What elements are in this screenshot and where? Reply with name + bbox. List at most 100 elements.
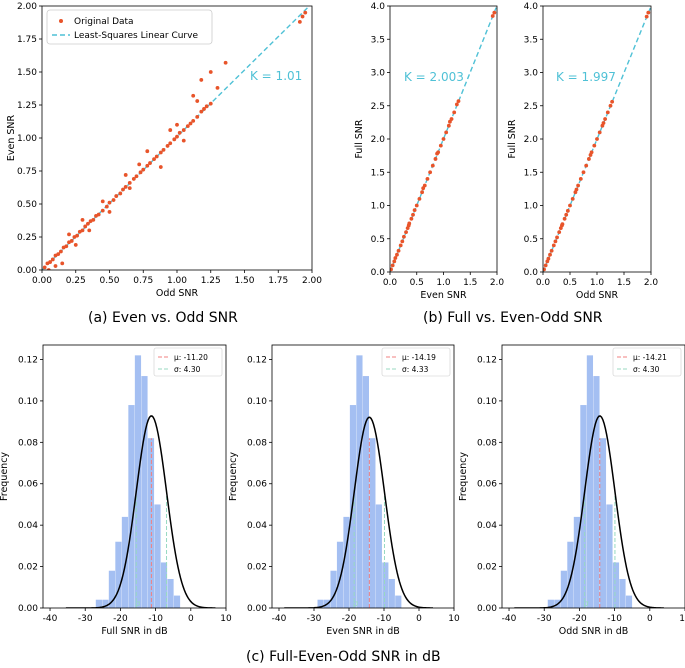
histogram-bar <box>547 599 554 608</box>
data-point <box>588 153 593 157</box>
histogram-bar <box>375 504 382 608</box>
data-point <box>560 223 564 228</box>
data-point <box>428 170 433 175</box>
data-point <box>48 260 52 264</box>
data-point <box>553 239 558 244</box>
x-axis-label: Odd SNR <box>156 288 199 299</box>
legend-marker-points <box>59 19 63 23</box>
y-tick-label: 1.00 <box>17 134 37 144</box>
data-point <box>80 228 85 233</box>
legend-label: μ: -11.20 <box>174 353 208 362</box>
x-tick-label: 2.0 <box>490 278 505 288</box>
data-point <box>595 137 599 141</box>
y-axis-label: Frequency <box>228 452 239 501</box>
data-point <box>446 123 451 128</box>
slope-annotation: K = 2.003 <box>404 70 464 84</box>
plot-area <box>284 355 434 608</box>
y-tick-label: 0.0 <box>371 268 386 278</box>
data-point <box>114 194 119 198</box>
data-point <box>592 143 597 148</box>
histogram-bar <box>625 595 633 608</box>
histogram-bar <box>606 504 613 608</box>
data-point <box>564 212 569 217</box>
data-point <box>601 121 606 125</box>
data-point <box>199 78 204 82</box>
legend-label: Least-Squares Linear Curve <box>74 31 198 41</box>
y-tick-label: 0.0 <box>524 268 539 278</box>
chart-c2: σ -40 -30 -20 -10 0 10 0.00 0.02 0.04 0.06 0.08 0.10… <box>228 344 460 637</box>
data-point <box>576 183 580 188</box>
x-tick-label: 1.0 <box>590 278 605 288</box>
y-tick-label: 0.04 <box>18 521 38 531</box>
legend-box <box>46 9 213 45</box>
x-tick-label: 0.50 <box>99 276 119 286</box>
x-tick-label: 10 <box>448 614 460 624</box>
histogram-bar <box>599 438 607 608</box>
data-point <box>644 14 649 19</box>
data-point <box>204 104 209 109</box>
data-point <box>56 252 61 257</box>
y-tick-label: 0.00 <box>247 604 267 614</box>
data-point <box>452 110 457 115</box>
data-point <box>570 196 575 201</box>
data-point <box>215 85 220 90</box>
x-tick-label: 1.5 <box>463 278 477 288</box>
data-point <box>199 109 204 114</box>
data-point <box>208 70 213 74</box>
histogram-bar <box>612 562 620 608</box>
data-point <box>148 161 152 165</box>
y-tick-label: 1.5 <box>371 168 385 178</box>
data-point <box>409 216 414 221</box>
chart-b2: 0.0 0.5 1.0 1.5 2.0 0.0 0.5 1.0 1.5 2.0 2.5 3.0 3.5 4… <box>507 2 658 301</box>
legend-label: σ: 4.30 <box>174 365 201 374</box>
y-tick-label: 0.12 <box>247 355 267 365</box>
y-tick-label: 3.5 <box>524 35 538 45</box>
plot-area <box>543 6 651 272</box>
data-point <box>605 110 610 115</box>
data-point <box>412 208 417 213</box>
y-tick-label: 0.50 <box>17 200 37 210</box>
data-point <box>152 157 156 162</box>
data-point <box>96 212 101 217</box>
data-point <box>154 154 159 159</box>
data-point <box>603 117 607 121</box>
y-axis-label: Frequency <box>458 452 469 501</box>
histogram-bar <box>343 516 350 608</box>
data-point <box>414 203 419 208</box>
data-point <box>100 199 105 204</box>
sigma-marker-label: σ <box>584 599 589 608</box>
data-point <box>181 138 186 143</box>
x-tick-label: 0.0 <box>536 278 551 288</box>
x-tick-label: 0.75 <box>133 276 153 286</box>
y-tick-label: 0.5 <box>371 235 385 245</box>
data-point <box>581 170 586 175</box>
data-point <box>646 10 651 15</box>
y-tick-label: 1.5 <box>524 168 538 178</box>
y-tick-label: 0.06 <box>247 480 267 490</box>
histogram-bar <box>121 516 129 608</box>
data-point <box>107 210 112 214</box>
y-tick-label: 0.04 <box>247 521 267 531</box>
data-point <box>64 244 69 249</box>
data-point <box>141 167 146 172</box>
data-point <box>549 248 554 253</box>
y-tick-label: 4.0 <box>524 2 539 12</box>
plot-area <box>42 6 311 270</box>
y-tick-label: 0.00 <box>17 266 37 276</box>
histogram-bar <box>593 376 600 608</box>
x-axis-label: Odd SNR in dB <box>559 626 629 637</box>
data-point <box>441 137 446 141</box>
histogram-bar <box>95 599 102 608</box>
histogram-bar <box>128 405 135 608</box>
data-point <box>548 252 552 257</box>
data-point <box>568 203 572 208</box>
x-tick-label: -20 <box>572 614 587 624</box>
data-point <box>175 134 179 139</box>
data-point <box>137 162 142 167</box>
y-tick-label: 1.25 <box>17 101 37 111</box>
data-point <box>42 265 47 270</box>
histogram-bar <box>560 570 567 608</box>
x-axis-label: Even SNR in dB <box>326 626 400 637</box>
data-point <box>172 137 177 142</box>
x-tick-label: -30 <box>78 614 93 624</box>
